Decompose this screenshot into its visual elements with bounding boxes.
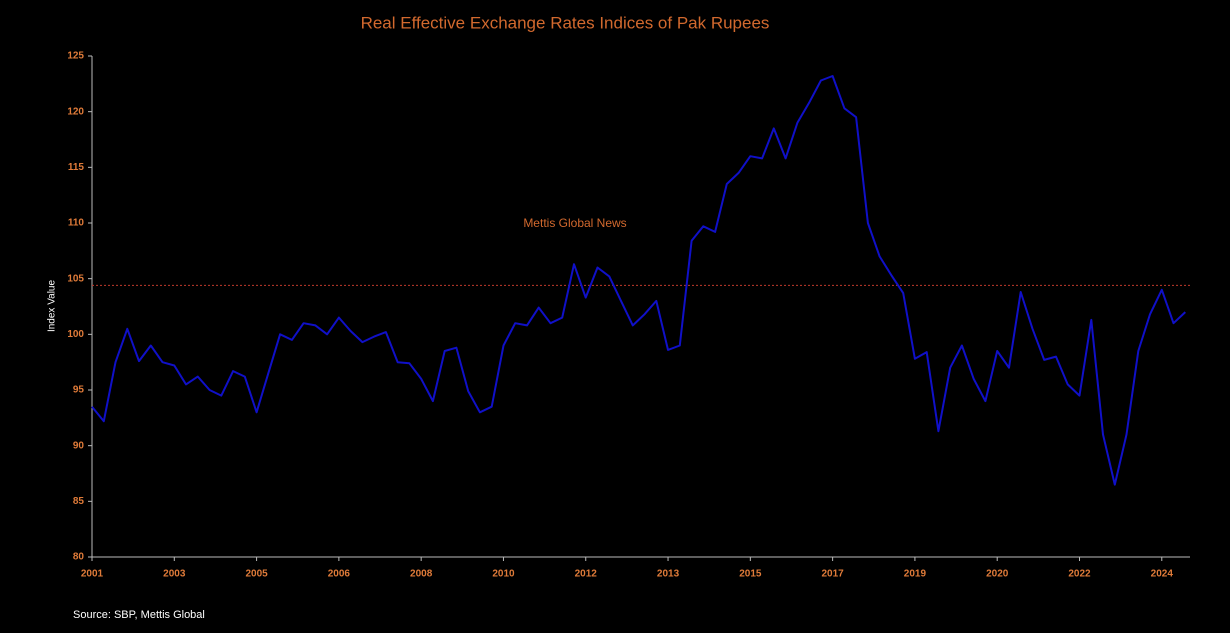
y-tick-label: 120 — [67, 106, 84, 117]
x-tick-label: 2015 — [739, 569, 762, 580]
x-tick-label: 2024 — [1151, 569, 1174, 580]
y-tick-label: 100 — [67, 329, 84, 340]
series-line — [91, 75, 1186, 486]
source: Source: SBP, Mettis Global — [73, 609, 205, 621]
x-tick-label: 2012 — [575, 569, 598, 580]
x-tick-label: 2010 — [492, 569, 515, 580]
x-tick-label: 2017 — [821, 569, 844, 580]
y-tick-label: 105 — [67, 273, 84, 284]
x-tick-label: 2019 — [904, 569, 927, 580]
y-tick-label: 80 — [73, 552, 85, 563]
annotation: Mettis Global News — [523, 216, 626, 230]
y-tick-label: 110 — [68, 218, 85, 229]
x-tick-label: 2022 — [1068, 569, 1091, 580]
chart-title: Real Effective Exchange Rates Indices of… — [361, 13, 770, 32]
x-tick-label: 2001 — [81, 569, 104, 580]
x-tick-label: 2006 — [328, 569, 351, 580]
x-tick-label: 2003 — [163, 569, 186, 580]
x-tick-label: 2013 — [657, 569, 680, 580]
y-tick-label: 95 — [73, 385, 85, 396]
x-tick-label: 2008 — [410, 569, 433, 580]
x-tick-label: 2020 — [986, 569, 1009, 580]
y-tick-label: 90 — [73, 440, 85, 451]
x-tick-label: 2005 — [245, 569, 268, 580]
y-axis-label: Index Value — [47, 280, 58, 333]
y-tick-label: 115 — [68, 162, 85, 173]
y-tick-label: 125 — [67, 51, 84, 62]
y-tick-label: 85 — [73, 496, 85, 507]
